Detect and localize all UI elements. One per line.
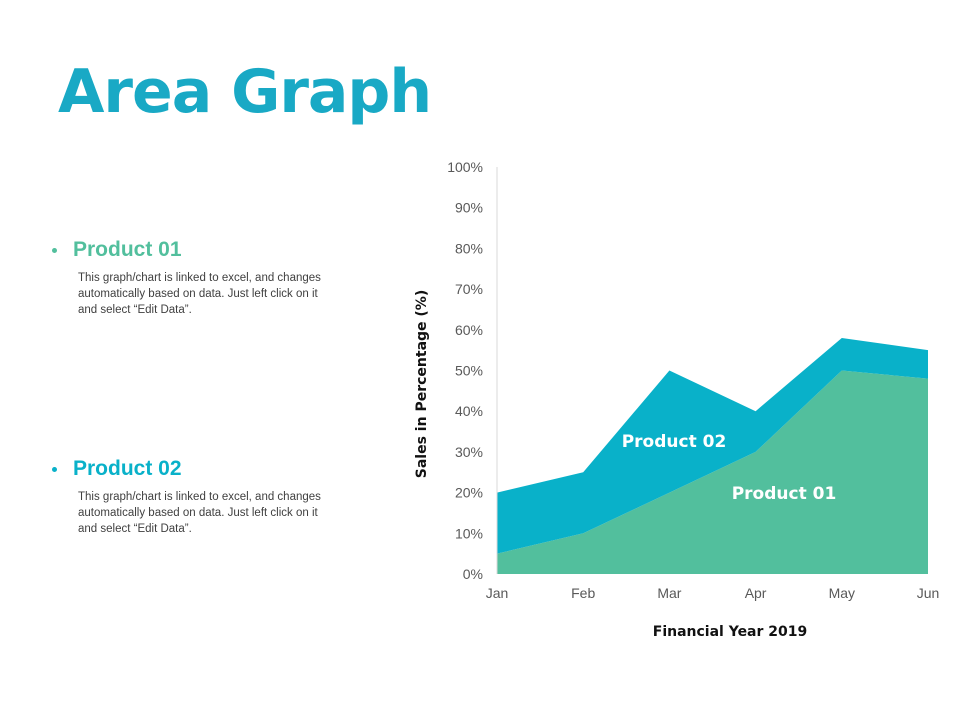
- x-tick-label: Jan: [486, 585, 509, 601]
- y-tick-label: 50%: [455, 363, 483, 379]
- y-axis-title: Sales in Percentage (%): [414, 290, 430, 478]
- y-tick-label: 70%: [455, 281, 483, 297]
- legend-product-01-name: Product 01: [73, 238, 182, 261]
- page-title: Area Graph: [58, 57, 432, 127]
- y-tick-label: 90%: [455, 200, 483, 216]
- x-tick-label: Feb: [571, 585, 595, 601]
- y-tick-label: 30%: [455, 444, 483, 460]
- x-axis-title: Financial Year 2019: [653, 624, 808, 640]
- y-tick-label: 10%: [455, 525, 483, 541]
- y-tick-label: 0%: [463, 566, 483, 582]
- x-tick-label: Mar: [657, 585, 681, 601]
- series-label-product-01: Product 01: [732, 484, 837, 504]
- bullet-icon: [52, 466, 57, 472]
- legend-product-02-name: Product 02: [73, 457, 182, 480]
- x-tick-label: May: [829, 585, 855, 601]
- series-label-product-02: Product 02: [622, 432, 727, 452]
- bullet-icon: [52, 247, 57, 253]
- legend-product-02-description: This graph/chart is linked to excel, and…: [78, 491, 321, 535]
- y-tick-label: 80%: [455, 240, 483, 256]
- y-tick-label: 20%: [455, 485, 483, 501]
- x-tick-label: Apr: [745, 585, 767, 601]
- x-tick-label: Jun: [917, 585, 940, 601]
- area-series-product-02: [497, 337, 928, 554]
- legend-product-02: Product 02 This graph/chart is linked to…: [52, 457, 342, 537]
- legend-product-01: Product 01 This graph/chart is linked to…: [52, 238, 342, 318]
- y-tick-label: 100%: [447, 159, 483, 175]
- y-tick-label: 60%: [455, 322, 483, 338]
- y-tick-label: 40%: [455, 403, 483, 419]
- legend-product-01-description: This graph/chart is linked to excel, and…: [78, 272, 321, 316]
